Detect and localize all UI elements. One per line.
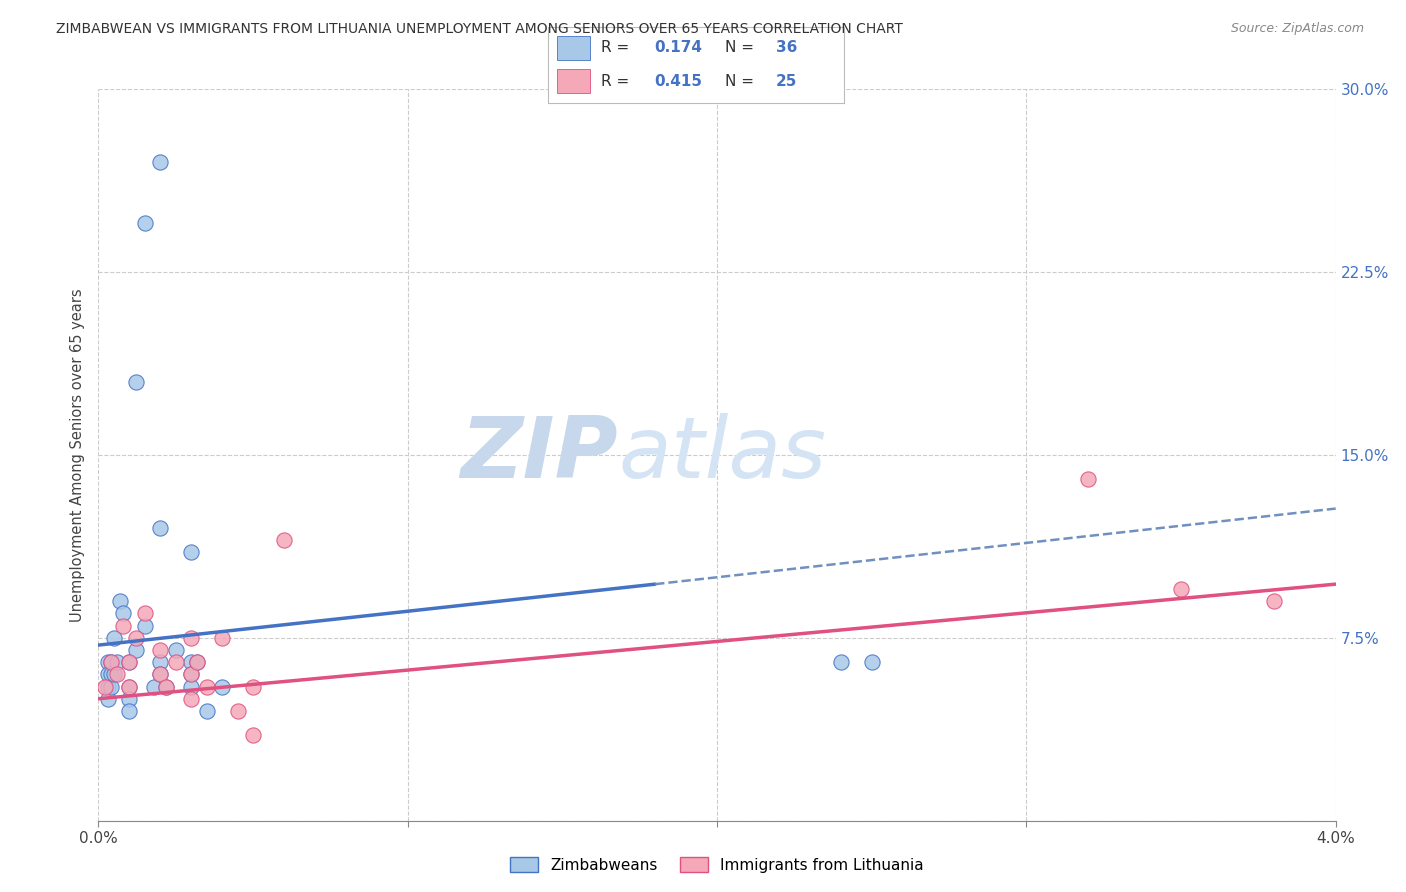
FancyBboxPatch shape [557, 70, 589, 94]
Point [180, 655, 202, 669]
Point [118, 655, 141, 669]
Point [1170, 582, 1192, 596]
Point [180, 667, 202, 681]
Point [100, 667, 122, 681]
Point [186, 655, 208, 669]
Point [118, 680, 141, 694]
Point [180, 680, 202, 694]
Point [118, 704, 141, 718]
Point [118, 655, 141, 669]
Point [149, 643, 172, 657]
Point [149, 655, 172, 669]
Point [860, 655, 883, 669]
Point [124, 643, 146, 657]
Point [149, 667, 172, 681]
Text: ZIP: ZIP [460, 413, 619, 497]
Point [97, 655, 120, 669]
Point [112, 607, 135, 621]
Point [180, 667, 202, 681]
Point [195, 680, 218, 694]
Text: 25: 25 [776, 74, 797, 89]
Text: R =: R = [602, 74, 634, 89]
Legend: Zimbabweans, Immigrants from Lithuania: Zimbabweans, Immigrants from Lithuania [505, 851, 929, 879]
Point [165, 643, 187, 657]
Point [100, 655, 122, 669]
Point [124, 375, 146, 389]
Point [134, 607, 156, 621]
Point [273, 533, 295, 548]
Point [180, 691, 202, 706]
Point [211, 631, 233, 645]
Text: 36: 36 [776, 40, 797, 55]
Point [143, 680, 166, 694]
Point [124, 631, 146, 645]
Point [134, 618, 156, 632]
Point [226, 704, 249, 718]
Point [97, 667, 120, 681]
Point [186, 655, 208, 669]
Point [118, 691, 141, 706]
Text: atlas: atlas [619, 413, 827, 497]
Point [100, 655, 122, 669]
Point [105, 667, 128, 681]
Point [103, 667, 125, 681]
Text: R =: R = [602, 40, 634, 55]
Point [118, 680, 141, 694]
Point [1263, 594, 1285, 608]
Point [97, 680, 120, 694]
Text: Source: ZipAtlas.com: Source: ZipAtlas.com [1230, 22, 1364, 36]
Point [149, 521, 172, 535]
Text: ZIMBABWEAN VS IMMIGRANTS FROM LITHUANIA UNEMPLOYMENT AMONG SENIORS OVER 65 YEARS: ZIMBABWEAN VS IMMIGRANTS FROM LITHUANIA … [56, 22, 903, 37]
Point [134, 216, 156, 230]
Point [211, 680, 233, 694]
Y-axis label: Unemployment Among Seniors over 65 years: Unemployment Among Seniors over 65 years [70, 288, 86, 622]
Point [149, 155, 172, 169]
Point [195, 704, 218, 718]
Text: 0.174: 0.174 [655, 40, 703, 55]
Point [180, 631, 202, 645]
Point [108, 594, 131, 608]
Point [100, 680, 122, 694]
Point [242, 728, 264, 742]
Point [105, 655, 128, 669]
Point [180, 545, 202, 559]
Text: N =: N = [725, 40, 759, 55]
Point [155, 680, 177, 694]
Point [155, 680, 177, 694]
Point [830, 655, 852, 669]
Text: 0.415: 0.415 [655, 74, 703, 89]
FancyBboxPatch shape [557, 36, 589, 60]
Text: N =: N = [725, 74, 759, 89]
Point [242, 680, 264, 694]
Point [93, 680, 115, 694]
Point [165, 655, 187, 669]
Point [149, 667, 172, 681]
Point [112, 618, 135, 632]
Point [97, 691, 120, 706]
Point [103, 631, 125, 645]
Point [1077, 472, 1099, 486]
